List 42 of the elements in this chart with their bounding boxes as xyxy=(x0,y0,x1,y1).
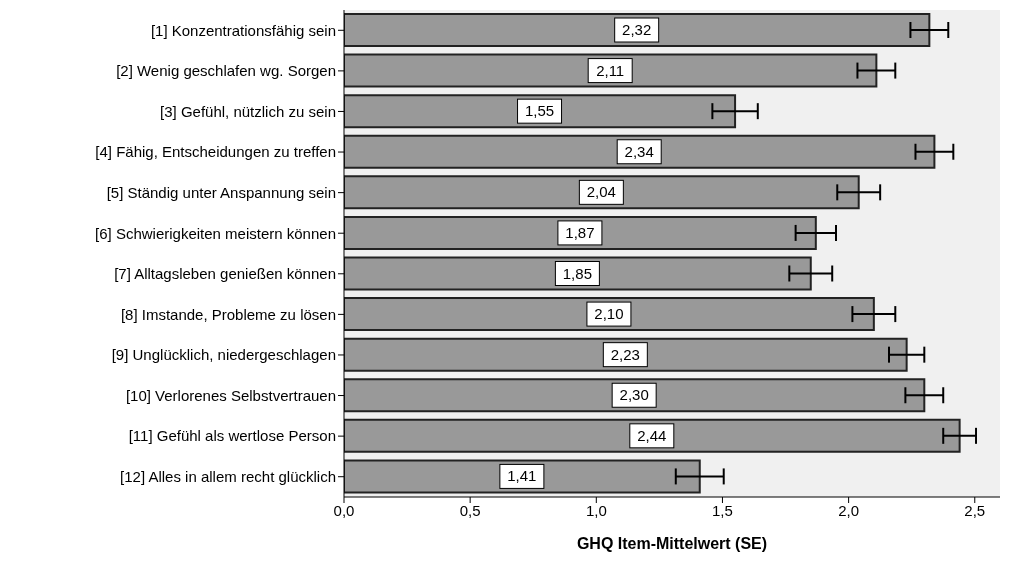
bar xyxy=(344,175,860,210)
y-tick-label: [5] Ständig unter Anspannung sein xyxy=(106,183,336,201)
y-tick-label: [6] Schwierigkeiten meistern können xyxy=(95,224,336,242)
y-tick-label: [4] Fähig, Entscheidungen zu treffen xyxy=(95,143,336,161)
x-axis-title: GHQ Item-Mittelwert (SE) xyxy=(576,535,768,552)
y-tick-label: [11] Gefühl als wertlose Person xyxy=(128,427,336,445)
data-label: 2,11 xyxy=(596,61,625,79)
bar xyxy=(344,215,817,250)
x-tick-label: 0,0 xyxy=(333,501,355,519)
y-tick-label: [8] Imstande, Probleme zu lösen xyxy=(120,305,336,323)
data-label: 1,41 xyxy=(507,467,537,485)
data-label: 2,30 xyxy=(619,386,649,404)
bar xyxy=(344,297,875,332)
data-label: 2,44 xyxy=(637,426,667,444)
bar xyxy=(344,337,908,372)
y-tick-label: [9] Unglücklich, niedergeschlagen xyxy=(111,346,336,364)
y-tick-label: [2] Wenig geschlafen wg. Sorgen xyxy=(116,62,336,80)
data-label: 2,34 xyxy=(624,142,654,160)
data-label: 2,32 xyxy=(622,21,652,38)
x-tick-label: 1,5 xyxy=(712,501,733,519)
x-tick-label: 2,0 xyxy=(838,501,860,519)
data-label: 1,85 xyxy=(562,264,592,282)
bar xyxy=(344,256,812,291)
bar xyxy=(344,13,931,47)
x-tick-label: 2,5 xyxy=(964,501,986,519)
bar xyxy=(344,378,926,413)
y-tick-label: [3] Gefühl, nützlich zu sein xyxy=(160,102,336,120)
bar xyxy=(344,94,737,129)
data-label: 1,87 xyxy=(565,223,595,241)
data-label: 2,10 xyxy=(594,305,624,323)
bar xyxy=(344,134,936,169)
bar xyxy=(344,418,961,453)
y-tick-label: [10] Verlorenes Selbstvertrauen xyxy=(125,386,336,404)
y-tick-label: [1] Konzentrationsfähig sein xyxy=(150,21,336,39)
bar xyxy=(344,53,878,88)
x-tick-label: 0,5 xyxy=(459,501,481,519)
data-label: 2,23 xyxy=(610,345,640,363)
data-label: 2,04 xyxy=(586,183,616,201)
x-tick-label: 1,0 xyxy=(585,501,607,519)
y-tick-label: [7] Alltagsleben genießen können xyxy=(114,265,336,283)
y-tick-label: [12] Alles in allem recht glücklich xyxy=(120,468,336,486)
data-label: 1,55 xyxy=(524,102,555,120)
